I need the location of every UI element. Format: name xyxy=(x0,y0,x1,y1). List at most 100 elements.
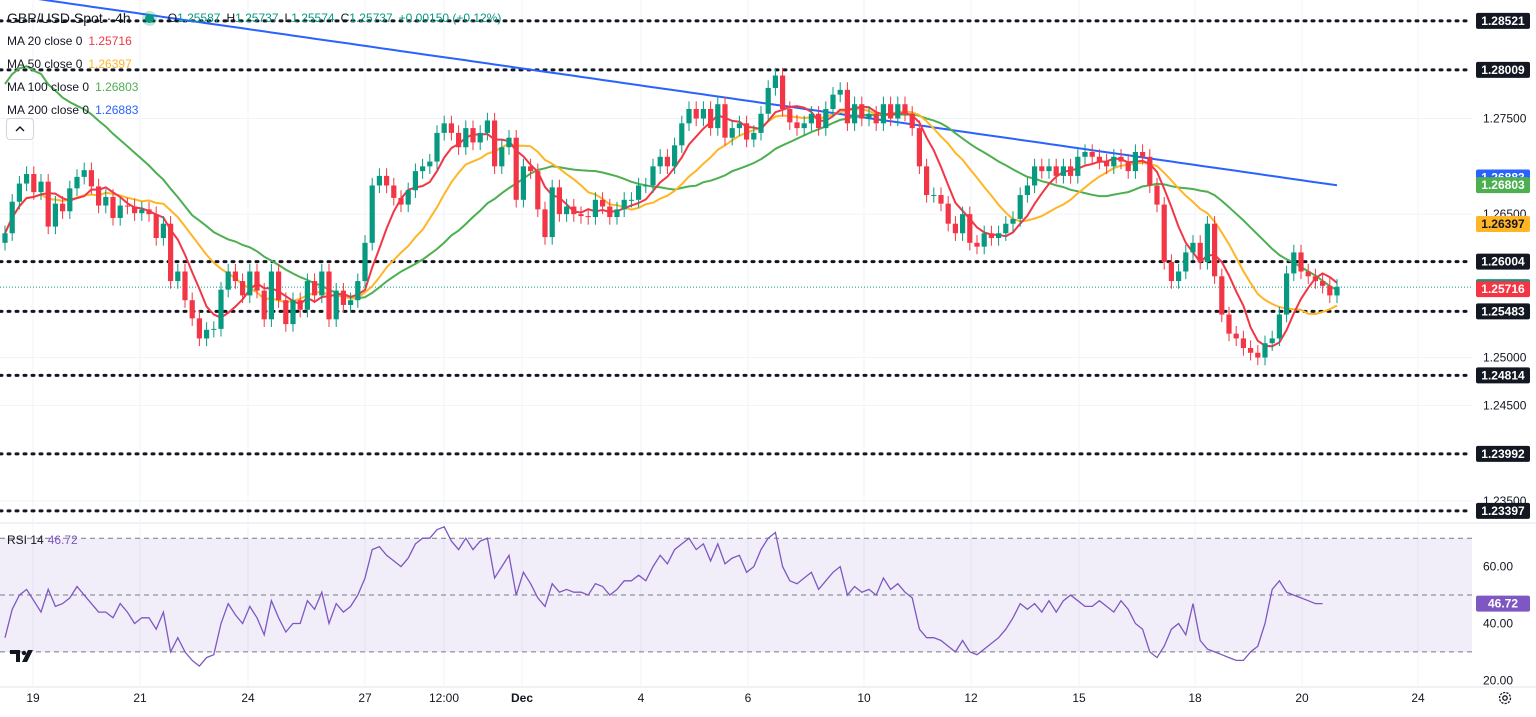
candle-body xyxy=(1068,166,1074,176)
x-tick-label: 19 xyxy=(26,691,40,705)
symbol-title[interactable]: GBP/USD Spot · 4h xyxy=(7,10,131,26)
chart-legend: GBP/USD Spot · 4h O 1.25587 H 1.25737 L 1.2… xyxy=(7,7,507,122)
price-label-tag xyxy=(1476,253,1530,270)
candle-body xyxy=(1176,271,1182,282)
market-status-icon xyxy=(144,14,154,23)
candle-body xyxy=(326,271,332,320)
candle-body xyxy=(1082,152,1088,157)
candle-body xyxy=(1248,348,1254,353)
candle-body xyxy=(830,94,836,109)
indicator-value: 1.25716 xyxy=(88,34,132,48)
candle-body xyxy=(290,300,296,325)
candle-body xyxy=(729,128,735,138)
candle-body xyxy=(1060,166,1066,176)
candle-body xyxy=(722,104,728,138)
candle-body xyxy=(362,242,368,282)
candle-body xyxy=(88,170,94,187)
open-value: 1.25587 xyxy=(177,11,221,25)
candle-body xyxy=(1147,156,1153,186)
candle-body xyxy=(600,199,606,207)
open-key: O xyxy=(167,11,178,25)
rsi-tick-label: 40.00 xyxy=(1483,616,1513,630)
candle-body xyxy=(204,329,210,339)
candle-body xyxy=(247,271,253,296)
candle-body xyxy=(765,87,771,114)
candle-body xyxy=(1118,156,1124,162)
indicator-ma50[interactable]: MA 50 close 0 1.26397 xyxy=(7,53,507,76)
candle-body xyxy=(2,233,8,243)
candle-body xyxy=(240,281,246,296)
indicator-value: 1.26803 xyxy=(95,80,139,94)
candle-body xyxy=(643,185,649,187)
candle-body xyxy=(297,300,303,310)
y-tick-label: 1.27500 xyxy=(1483,112,1527,126)
rsi-value-tag xyxy=(1476,595,1530,612)
rsi-legend[interactable]: RSI 14 46.72 xyxy=(7,533,78,547)
indicator-label: MA 100 close 0 xyxy=(7,80,90,94)
x-tick-label: 24 xyxy=(241,691,255,705)
price-label-tag xyxy=(1476,445,1530,462)
candle-body xyxy=(1305,271,1311,277)
candle-body xyxy=(1039,166,1045,172)
candle-body xyxy=(1075,156,1081,176)
candle-body xyxy=(499,147,505,167)
candle-body xyxy=(1240,338,1246,348)
candle-body xyxy=(578,214,584,217)
candle-body xyxy=(758,113,764,133)
candle-body xyxy=(448,123,454,133)
candle-body xyxy=(261,290,267,320)
candle-body xyxy=(456,132,462,148)
collapse-legend-button[interactable] xyxy=(6,118,34,140)
candle-body xyxy=(348,300,354,305)
candle-body xyxy=(751,132,757,140)
candle-body xyxy=(981,233,987,247)
candle-body xyxy=(146,209,152,215)
indicator-value: 1.26397 xyxy=(88,57,132,71)
candle-body xyxy=(182,271,188,301)
price-label-text: 1.24814 xyxy=(1481,368,1525,382)
candle-body xyxy=(470,128,476,143)
candle-body xyxy=(1003,223,1009,234)
high-key: H xyxy=(226,11,236,25)
price-label-text: 1.23992 xyxy=(1481,447,1525,461)
candle-body xyxy=(139,209,145,214)
gear-glyph xyxy=(1498,691,1512,705)
indicator-ma200[interactable]: MA 200 close 0 1.26883 xyxy=(7,99,507,122)
candle-body xyxy=(196,318,202,339)
tradingview-logo-glyph xyxy=(10,650,33,662)
rsi-tick-label: 60.00 xyxy=(1483,560,1513,574)
candle-body xyxy=(535,171,541,210)
candle-body xyxy=(463,128,469,148)
candle-body xyxy=(1291,252,1297,274)
candle-body xyxy=(657,156,663,167)
tradingview-logo-icon[interactable] xyxy=(10,648,38,668)
candle-body xyxy=(254,271,260,291)
gear-icon[interactable] xyxy=(1497,690,1513,706)
candle-body xyxy=(693,108,699,119)
candle-body xyxy=(1212,223,1218,277)
chevron-up-icon xyxy=(15,126,25,132)
candle-body xyxy=(268,271,274,320)
indicator-ma20[interactable]: MA 20 close 0 1.25716 xyxy=(7,30,507,53)
candle-body xyxy=(232,271,238,282)
low-key: L xyxy=(284,11,292,25)
candle-body xyxy=(744,123,750,140)
candle-body xyxy=(650,166,656,186)
candle-body xyxy=(160,223,166,239)
candle-body xyxy=(528,166,534,172)
x-tick-label: 12:00 xyxy=(429,691,459,705)
candle-body xyxy=(1024,185,1030,196)
price-label-text: 1.26803 xyxy=(1481,178,1525,192)
candle-body xyxy=(780,75,786,109)
rsi-tick-label: 20.00 xyxy=(1483,673,1513,687)
candle-body xyxy=(844,89,850,124)
candle-body xyxy=(117,205,123,218)
candle-body xyxy=(1269,338,1275,344)
candle-body xyxy=(621,199,627,210)
x-tick-label: 24 xyxy=(1411,691,1425,705)
indicator-ma100[interactable]: MA 100 close 0 1.26803 xyxy=(7,76,507,99)
candle-body xyxy=(924,166,930,196)
candle-body xyxy=(1312,276,1318,282)
